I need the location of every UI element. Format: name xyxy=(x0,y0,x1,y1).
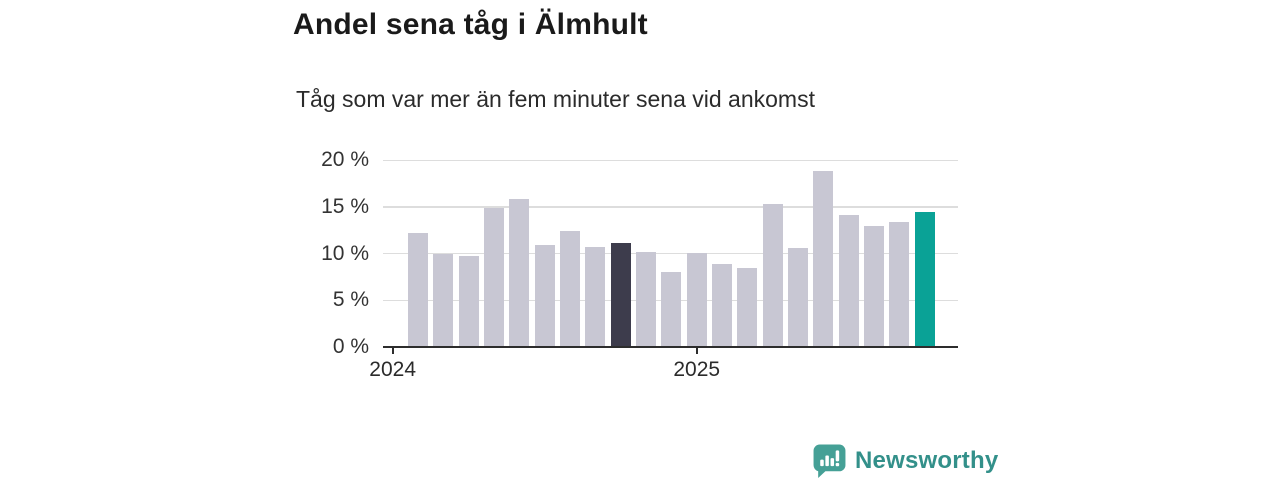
bar xyxy=(661,272,682,347)
plot-area: 0 % 5 % 10 % 15 % 20 % 2024 2025 xyxy=(321,148,958,381)
bar xyxy=(534,245,555,347)
bar xyxy=(813,170,834,347)
speech-bubble-shape xyxy=(813,444,846,478)
gridline xyxy=(383,206,958,208)
y-tick-label: 20 % xyxy=(321,148,369,172)
bar xyxy=(864,225,885,347)
x-tick xyxy=(695,347,698,354)
newsworthy-logo[interactable]: Newsworthy xyxy=(812,443,998,478)
y-tick-label: 5 % xyxy=(332,288,369,312)
x-tick-label: 2025 xyxy=(673,358,721,381)
bar xyxy=(585,247,606,347)
bar xyxy=(737,267,758,347)
chart-subtitle: Tåg som var mer än fem minuter sena vid … xyxy=(296,86,815,112)
x-axis-line xyxy=(383,345,958,348)
gridline xyxy=(383,253,958,255)
bar xyxy=(408,233,428,347)
bar xyxy=(636,251,657,347)
bar xyxy=(458,255,479,347)
bar xyxy=(914,211,935,347)
bar xyxy=(788,248,809,347)
x-tick-label: 2024 xyxy=(369,358,417,381)
y-tick-label: 15 % xyxy=(321,195,369,219)
bar xyxy=(889,221,910,347)
x-tick xyxy=(391,347,394,354)
bar xyxy=(560,231,581,347)
bar xyxy=(610,243,631,347)
bar xyxy=(686,252,707,347)
gridline xyxy=(383,159,958,162)
bar xyxy=(712,263,733,347)
bar xyxy=(509,198,530,347)
y-tick-label: 0 % xyxy=(332,335,369,358)
bar xyxy=(838,215,859,347)
newsworthy-wordmark: Newsworthy xyxy=(855,446,999,474)
bar xyxy=(762,204,783,347)
y-tick-label: 10 % xyxy=(321,241,369,265)
bar xyxy=(484,207,505,347)
bar xyxy=(433,253,454,347)
chart-title: Andel sena tåg i Älmhult xyxy=(293,8,648,41)
bar-chart-speech-bubble-icon xyxy=(813,444,846,478)
